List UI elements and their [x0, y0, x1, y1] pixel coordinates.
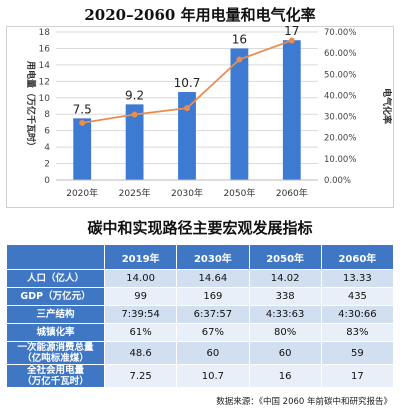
- y-right-tick-label: 50.00%: [324, 70, 356, 80]
- bar: [230, 48, 249, 180]
- table-cell: 6:37:57: [176, 305, 250, 324]
- table-cell: 169: [176, 287, 250, 306]
- x-tick-label: 2060年: [276, 187, 308, 199]
- bar-data-label: 7.5: [73, 102, 92, 116]
- y-right-tick-label: 20.00%: [324, 134, 356, 144]
- line-point: [79, 119, 86, 126]
- table-cell: 83%: [320, 323, 395, 342]
- bar-data-label: 9.2: [125, 88, 144, 102]
- y-left-axis-label: 用电量（万亿千瓦时）: [25, 60, 37, 151]
- row-label: GDP（万亿元）: [6, 287, 105, 306]
- table-header-row: 2019年 2030年 2050年 2060年: [6, 244, 395, 270]
- chart-title: 2020–2060 年用电量和电气化率: [84, 6, 316, 24]
- table-cell: 59: [320, 341, 395, 365]
- y-right-tick-label: 60.00%: [324, 49, 356, 59]
- table-cell: 17: [320, 364, 395, 388]
- y-left-tick-label: 0: [44, 176, 50, 186]
- y-right-tick-label: 10.00%: [324, 155, 356, 165]
- table-cell: 61%: [103, 323, 178, 342]
- table-cell: 99: [103, 287, 178, 306]
- table-row: 三产结构 7:39:54 6:37:57 4:33:63 4:30:66: [6, 305, 395, 324]
- table-cell: 7.25: [103, 364, 178, 388]
- row-label: 人口（亿人）: [6, 269, 105, 288]
- header-corner: [6, 244, 105, 270]
- y-left-tick-label: 14: [39, 61, 51, 71]
- table-row: 一次能源消费总量 （亿吨标准煤） 48.6 60 60 59: [6, 341, 395, 365]
- header-year: 2030年: [176, 244, 250, 270]
- row-label: 三产结构: [6, 305, 105, 324]
- table-cell: 60: [248, 341, 322, 365]
- chart-border: [6, 26, 394, 208]
- bar-data-label: 17: [284, 26, 299, 38]
- bar: [178, 92, 196, 180]
- line-point: [184, 105, 190, 112]
- y-left-tick-label: 16: [39, 44, 51, 54]
- bar-data-label: 10.7: [174, 76, 201, 90]
- source-note: 数据来源：《中国 2060 年前碳中和研究报告》: [216, 397, 392, 407]
- table-row: 城镇化率 61% 67% 80% 83%: [6, 323, 395, 342]
- x-tick-label: 2030年: [171, 187, 203, 199]
- x-tick-label: 2050年: [223, 187, 255, 199]
- header-year: 2050年: [248, 244, 322, 270]
- table-cell: 435: [320, 287, 395, 306]
- y-left-tick-label: 6: [44, 127, 50, 137]
- table-cell: 48.6: [103, 341, 178, 365]
- y-right-tick-label: 70.00%: [324, 28, 356, 38]
- electricity-chart: 0 2 4 6 8 10 12 14 16 18 0.00% 10.00% 20.00% 30.00% 40…: [6, 24, 394, 208]
- y-right-tick-label: 0.00%: [324, 176, 351, 186]
- bar: [125, 104, 144, 180]
- y-left-tick-label: 8: [44, 110, 50, 120]
- chart-svg: 0 2 4 6 8 10 12 14 16 18 0.00% 10.00% 20.00% 30.00% 40…: [6, 24, 394, 208]
- y-left-tick-label: 10: [39, 94, 51, 104]
- x-tick-label: 2025年: [119, 187, 151, 199]
- y-right-tick-label: 30.00%: [324, 113, 356, 123]
- y-left-tick-label: 12: [39, 77, 50, 87]
- row-label: 全社会用电量 （万亿千瓦时）: [6, 364, 105, 388]
- table-title: 碳中和实现路径主要宏观发展指标: [87, 219, 313, 237]
- table-cell: 16: [248, 364, 322, 388]
- x-tick-label: 2020年: [66, 187, 98, 199]
- bar-data-label: 16: [232, 32, 247, 46]
- table-row: 全社会用电量 （万亿千瓦时） 7.25 10.7 16 17: [6, 364, 395, 388]
- table-cell: 60: [176, 341, 250, 365]
- y-right-tick-label: 40.00%: [324, 91, 356, 101]
- line-point: [131, 111, 138, 118]
- bar: [73, 118, 92, 180]
- table-cell: 10.7: [176, 364, 250, 388]
- table-cell: 14.00: [103, 269, 178, 288]
- table-cell: 7:39:54: [103, 305, 178, 324]
- indicators-table: 2019年 2030年 2050年 2060年 人口（亿人） 14.00 14.64 14.…: [6, 244, 395, 388]
- header-year: 2060年: [320, 244, 395, 270]
- bar: [282, 40, 301, 180]
- line-point: [288, 37, 295, 44]
- table-cell: 13.33: [320, 269, 395, 288]
- y-left-tick-label: 18: [39, 28, 51, 38]
- table-cell: 4:30:66: [320, 305, 395, 324]
- y-left-tick-label: 4: [44, 143, 50, 153]
- table-cell: 14.64: [176, 269, 250, 288]
- table-row: 人口（亿人） 14.00 14.64 14.02 13.33: [6, 269, 395, 288]
- table-cell: 4:33:63: [248, 305, 322, 324]
- table-cell: 338: [248, 287, 322, 306]
- y-right-axis-label: 电气化率: [381, 88, 393, 124]
- table-cell: 14.02: [248, 269, 322, 288]
- y-left-tick-label: 2: [44, 160, 50, 170]
- table-cell: 80%: [248, 323, 322, 342]
- row-label: 一次能源消费总量 （亿吨标准煤）: [6, 341, 105, 365]
- header-year: 2019年: [103, 244, 178, 270]
- table-row: GDP（万亿元） 99 169 338 435: [6, 287, 395, 306]
- row-label: 城镇化率: [6, 323, 105, 342]
- table-cell: 67%: [176, 323, 250, 342]
- line-point: [236, 56, 243, 63]
